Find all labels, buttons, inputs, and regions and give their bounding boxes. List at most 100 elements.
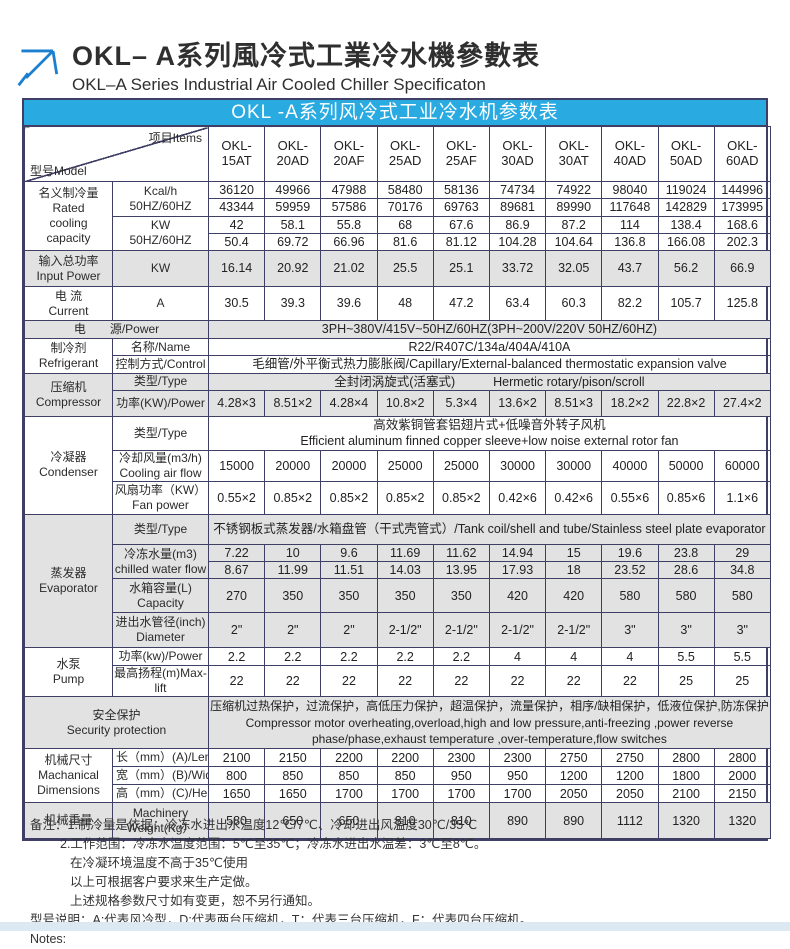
value-cell: 144996 <box>713 180 771 200</box>
fan-power-label: 风扇功率（KW） Fan power <box>112 480 209 515</box>
model-header-cell: OKL- 20AD <box>264 126 322 182</box>
value-cell: 173995 <box>713 198 771 217</box>
value-cell: 20.92 <box>264 250 322 287</box>
value-cell: 89681 <box>488 198 547 217</box>
value-cell: 0.85×6 <box>657 480 715 515</box>
value-cell: 4 <box>545 647 603 667</box>
model-header-cell: OKL- 25AD <box>376 126 434 182</box>
value-cell: 580 <box>657 578 715 614</box>
refrigerant-label: 制冷剂 Refrigerant <box>24 338 113 374</box>
value-cell: 11.69 <box>376 543 434 563</box>
value-cell: 350 <box>264 578 322 614</box>
input-power-row: 输入总功率 Input Power KW 16.14 20.92 21.02 25.5… <box>24 250 771 287</box>
value-cell: 47988 <box>320 180 378 200</box>
value-cell: 18 <box>545 560 603 580</box>
value-cell: 8.51×2 <box>264 389 322 417</box>
value-cell: 2300 <box>432 748 490 768</box>
value-cell: 49966 <box>264 180 322 200</box>
value-cell: 2150 <box>264 748 322 768</box>
value-cell: 580 <box>601 578 659 614</box>
airflow-row: 冷却风量(m3/h) Cooling air flow 15000 20000 20… <box>25 449 771 482</box>
value-cell: 650 <box>320 802 378 840</box>
current-unit: A <box>112 286 209 321</box>
kw-60hz-row: 50.4 69.72 66.96 81.6 81.12 104.28 104.64 136.8… <box>25 232 771 252</box>
note-line: Notes: <box>30 932 67 946</box>
value-cell: 1320 <box>657 802 715 840</box>
value-cell: 11.62 <box>432 543 490 563</box>
condenser-type-row: 冷凝器 Condenser 类型/Type 高效紫铜管套铝翅片式+低噪音外转子风… <box>24 415 771 515</box>
value-cell: 57586 <box>320 198 378 217</box>
value-cell: 28.6 <box>657 560 715 580</box>
value-cell: 810 <box>432 802 490 840</box>
value-cell: 105.7 <box>657 286 715 321</box>
value-cell: 104.28 <box>488 232 547 252</box>
pipe-diameter-label: 进出水管径(inch) Diameter <box>112 612 209 649</box>
value-cell: 950 <box>432 766 490 786</box>
value-cell: 1800 <box>657 766 715 786</box>
note-line: 在冷凝环境温度不高于35℃使用 <box>70 856 248 870</box>
note-line: 以上可根据客户要求来生产定做。 <box>70 875 258 889</box>
value-cell: 23.52 <box>601 560 659 580</box>
evaporator-type-label: 类型/Type <box>112 513 209 545</box>
value-cell: 2100 <box>657 784 715 804</box>
value-cell: 55.8 <box>320 215 378 234</box>
evaporator-type-value: 不锈钢板式蒸发器/水箱盘管（干式壳管式）/Tank coil/shell and… <box>208 513 771 545</box>
value-cell: 1200 <box>601 766 659 786</box>
value-cell: 2" <box>207 612 266 649</box>
weight-row: 机械重量 Machinery Weight(Kg） 580 650 650 810 81… <box>24 802 771 840</box>
refrigerant-control-row: 控制方式/Control 毛细管/外平衡式热力膨胀阀/Capillary/Ext… <box>25 355 771 374</box>
value-cell: 81.12 <box>432 232 490 252</box>
width-row: 宽（mm）(B)/Width 8008508508509509501200120… <box>25 766 771 786</box>
input-power-unit: KW <box>112 250 209 287</box>
value-cell: 2100 <box>207 748 266 768</box>
compressor-power-label: 功率(KW)/Power <box>112 389 209 417</box>
value-cell: 32.05 <box>545 250 603 287</box>
power-supply-value: 3PH~380V/415V~50HZ/60HZ(3PH~200V/220V 50… <box>208 320 771 339</box>
width-label: 宽（mm）(B)/Width <box>112 766 209 786</box>
value-cell: 20000 <box>320 449 378 482</box>
value-cell: 25000 <box>376 449 434 482</box>
value-cell: 86.9 <box>488 215 547 234</box>
value-cell: 59959 <box>264 198 322 217</box>
value-cell: 890 <box>545 802 603 840</box>
value-cell: 2.2 <box>432 647 490 667</box>
model-header-row: 项目Items 型号Model OKL- 15AT OKL- 20AD OKL- 2… <box>24 126 771 182</box>
value-cell: 13.95 <box>432 560 490 580</box>
rated-capacity-label: 名义制冷量 Rated cooling capacity <box>24 181 113 251</box>
kw-unit-label: KW 50HZ/60HZ <box>112 215 209 251</box>
value-cell: 22 <box>320 665 378 698</box>
value-cell: 114 <box>601 215 659 234</box>
value-cell: 15000 <box>207 449 266 482</box>
value-cell: 580 <box>713 578 771 614</box>
evaporator-type-row: 蒸发器 Evaporator 类型/Type 不锈钢板式蒸发器/水箱盘管（干式壳… <box>24 513 771 649</box>
model-header-cell: OKL- 20AF <box>320 126 378 182</box>
value-cell: 1700 <box>488 784 547 804</box>
value-cell: 2050 <box>601 784 659 804</box>
value-cell: 25 <box>657 665 715 698</box>
compressor-label: 压缩机 Compressor <box>24 372 113 417</box>
compressor-type-label: 类型/Type <box>112 372 209 391</box>
value-cell: 27.4×2 <box>713 389 771 417</box>
value-cell: 22 <box>264 665 322 698</box>
value-cell: 2" <box>320 612 378 649</box>
spec-table: 项目Items 型号Model OKL- 15AT OKL- 20AD OKL- 2… <box>24 126 771 840</box>
value-cell: 66.9 <box>713 250 771 287</box>
value-cell: 22.8×2 <box>657 389 715 417</box>
page-title: OKL– A系列風冷式工業冷水機參數表 <box>72 41 541 71</box>
value-cell: 19.6 <box>601 543 659 563</box>
value-cell: 420 <box>488 578 547 614</box>
value-cell: 650 <box>264 802 322 840</box>
value-cell: 15 <box>545 543 603 563</box>
value-cell: 66.96 <box>320 232 378 252</box>
value-cell: 14.94 <box>488 543 547 563</box>
length-label: 长（mm）(A)/Length <box>112 748 209 768</box>
value-cell: 68 <box>376 215 434 234</box>
value-cell: 60.3 <box>545 286 603 321</box>
value-cell: 48 <box>376 286 434 321</box>
value-cell: 2" <box>264 612 322 649</box>
value-cell: 1112 <box>601 802 659 840</box>
value-cell: 2050 <box>545 784 603 804</box>
value-cell: 39.3 <box>264 286 322 321</box>
compressor-type-row: 压缩机 Compressor 类型/Type 全封闭涡旋式(活塞式) Hermet… <box>24 372 771 417</box>
value-cell: 0.85×2 <box>376 480 434 515</box>
